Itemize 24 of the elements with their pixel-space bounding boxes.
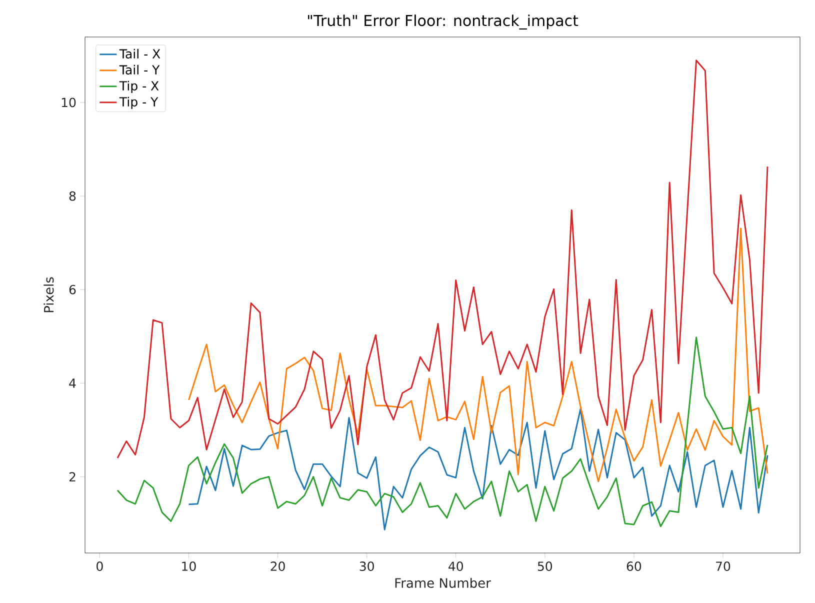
- y-tick-label: 4: [69, 378, 76, 388]
- chart-title: "Truth" Error Floor: nontrack_impact: [308, 14, 578, 30]
- line-series: [188, 408, 768, 530]
- y-tick-label: 8: [69, 191, 76, 201]
- y-axis-title: Pixels: [44, 277, 54, 312]
- line-series: [116, 336, 768, 528]
- x-tick-label: 50: [538, 562, 552, 571]
- legend-label: Tail - X: [119, 48, 160, 59]
- y-tick-label: 6: [69, 284, 76, 294]
- x-axis-title: Frame Number: [395, 578, 491, 588]
- legend-label: Tip - X: [119, 80, 159, 93]
- x-tick-label: 20: [270, 562, 285, 571]
- legend-label: Tail - Y: [119, 64, 160, 75]
- line-series: [116, 60, 768, 459]
- line-series: [188, 228, 768, 482]
- x-tick-label: 40: [448, 562, 463, 571]
- x-tick-label: 70: [716, 562, 730, 571]
- x-tick-label: 10: [182, 562, 196, 571]
- y-tick-label: 10: [62, 98, 76, 108]
- x-tick-label: 60: [626, 562, 642, 571]
- legend-label: Tip - Y: [119, 96, 158, 109]
- y-tick-label: 2: [69, 472, 76, 482]
- x-tick-label: 30: [360, 562, 374, 571]
- x-tick-label: 0: [96, 562, 103, 571]
